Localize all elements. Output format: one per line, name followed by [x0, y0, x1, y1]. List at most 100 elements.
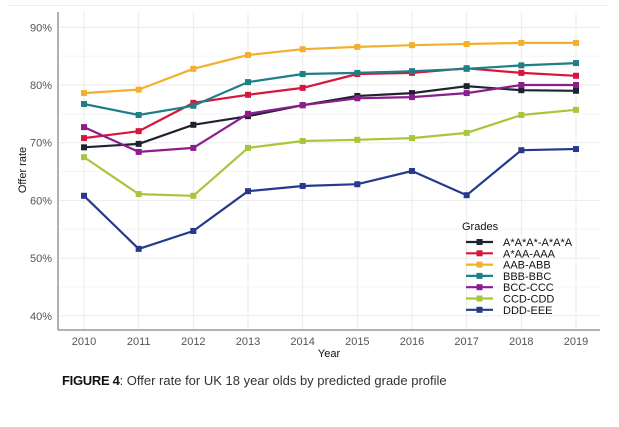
data-point	[245, 188, 251, 195]
series-BBB-BBC	[81, 60, 579, 119]
data-point	[299, 182, 306, 189]
legend-item: BCC-CCC	[466, 282, 554, 294]
data-point	[81, 124, 87, 131]
data-point	[409, 42, 415, 49]
legend-swatch-marker	[476, 284, 483, 291]
legend-swatch-marker	[476, 261, 483, 268]
data-point	[573, 146, 579, 153]
data-point	[409, 135, 415, 142]
data-point	[573, 60, 579, 67]
x-tick-label: 2018	[509, 336, 533, 348]
y-axis-title: Offer rate	[17, 147, 29, 193]
data-point	[463, 41, 470, 48]
x-tick-label: 2010	[72, 336, 96, 348]
legend-label: A*AA-AAA	[503, 248, 556, 260]
data-point	[190, 65, 197, 72]
data-point	[245, 144, 251, 151]
y-tick-label: 50%	[30, 253, 52, 265]
legend-items: A*A*A*-A*A*AA*AA-AAAAAB-ABBBBB-BBCBCC-CC…	[466, 237, 573, 317]
data-point	[245, 91, 251, 98]
y-tick-label: 80%	[30, 80, 52, 92]
figure-label: FIGURE 4	[62, 373, 120, 388]
x-tick-labels: 2010 2011 2012 2013 2014 2015 2016 2017 2018 2019	[72, 336, 588, 348]
data-point	[409, 90, 415, 97]
data-point	[245, 51, 251, 58]
line-chart: 40%50%60%70%80%90% 2010 2011 2012 2013 2014 2…	[17, 12, 600, 360]
legend-label: CCD-CDD	[503, 294, 554, 306]
legend-title: Grades	[462, 221, 499, 233]
legend-swatch-marker	[476, 250, 483, 257]
x-tick-label: 2017	[454, 336, 478, 348]
data-point	[190, 227, 197, 234]
legend-label: DDD-EEE	[503, 305, 553, 317]
legend-swatch-marker	[476, 239, 483, 245]
data-point	[354, 95, 361, 102]
data-point	[299, 137, 306, 144]
data-point	[81, 135, 87, 142]
top-rule	[8, 5, 608, 6]
y-tick-label: 40%	[30, 311, 52, 323]
legend-item: DDD-EEE	[466, 305, 553, 317]
x-tick-label: 2011	[127, 336, 151, 348]
legend: Grades A*A*A*-A*A*AA*AA-AAAAAB-ABBBBB-BB…	[462, 221, 573, 317]
series-line	[83, 108, 577, 197]
legend-item: AAB-ABB	[466, 260, 551, 272]
data-point	[135, 128, 142, 135]
data-point	[190, 121, 197, 128]
x-axis-title: Year	[318, 348, 341, 360]
data-point	[135, 148, 142, 155]
data-point	[135, 140, 142, 147]
data-point	[81, 90, 87, 97]
data-point	[245, 110, 251, 117]
data-point	[190, 144, 197, 151]
data-point	[135, 245, 142, 252]
data-point	[573, 39, 579, 46]
series-A*AA-AAA	[81, 65, 579, 142]
data-point	[573, 72, 579, 79]
data-point	[299, 102, 306, 109]
data-point	[81, 154, 87, 161]
gridlines	[58, 12, 600, 330]
data-point	[463, 83, 470, 90]
legend-label: BBB-BBC	[503, 271, 551, 283]
data-point	[299, 46, 306, 53]
data-point	[573, 82, 579, 88]
data-point	[518, 147, 525, 154]
data-point	[81, 101, 87, 108]
legend-swatch-marker	[476, 295, 483, 302]
data-point	[518, 87, 525, 94]
legend-swatch-marker	[476, 272, 483, 279]
y-tick-label: 90%	[30, 22, 52, 34]
legend-swatch-marker	[476, 306, 483, 313]
legend-label: A*A*A*-A*A*A	[503, 237, 573, 249]
x-tick-label: 2019	[564, 336, 588, 348]
legend-item: CCD-CDD	[466, 294, 554, 306]
data-point	[409, 94, 415, 101]
data-point	[135, 191, 142, 198]
series-DDD-EEE	[81, 146, 579, 252]
data-point	[573, 106, 579, 113]
series-AAB-ABB	[81, 39, 579, 97]
series-line	[83, 83, 576, 153]
data-point	[518, 62, 525, 69]
data-point	[463, 90, 470, 97]
data-point	[299, 84, 306, 91]
data-point	[409, 167, 415, 174]
x-tick-label: 2016	[400, 336, 424, 348]
data-point	[463, 192, 470, 199]
caption-text: : Offer rate for UK 18 year olds by pred…	[119, 373, 447, 388]
figure-caption: FIGURE 4: Offer rate for UK 18 year olds…	[62, 373, 447, 388]
data-point	[354, 69, 361, 76]
y-tick-labels: 40% 50% 60% 70% 80% 90%	[30, 22, 52, 323]
data-point	[299, 71, 306, 78]
data-point	[463, 129, 470, 136]
data-point	[135, 86, 142, 93]
series-line	[83, 67, 577, 140]
series-line	[83, 85, 577, 149]
x-tick-label: 2013	[236, 336, 260, 348]
y-tick-label: 70%	[30, 138, 52, 150]
data-point	[409, 68, 415, 75]
legend-item: BBB-BBC	[466, 271, 551, 283]
series-line	[83, 62, 577, 117]
x-tick-label: 2014	[290, 336, 314, 348]
